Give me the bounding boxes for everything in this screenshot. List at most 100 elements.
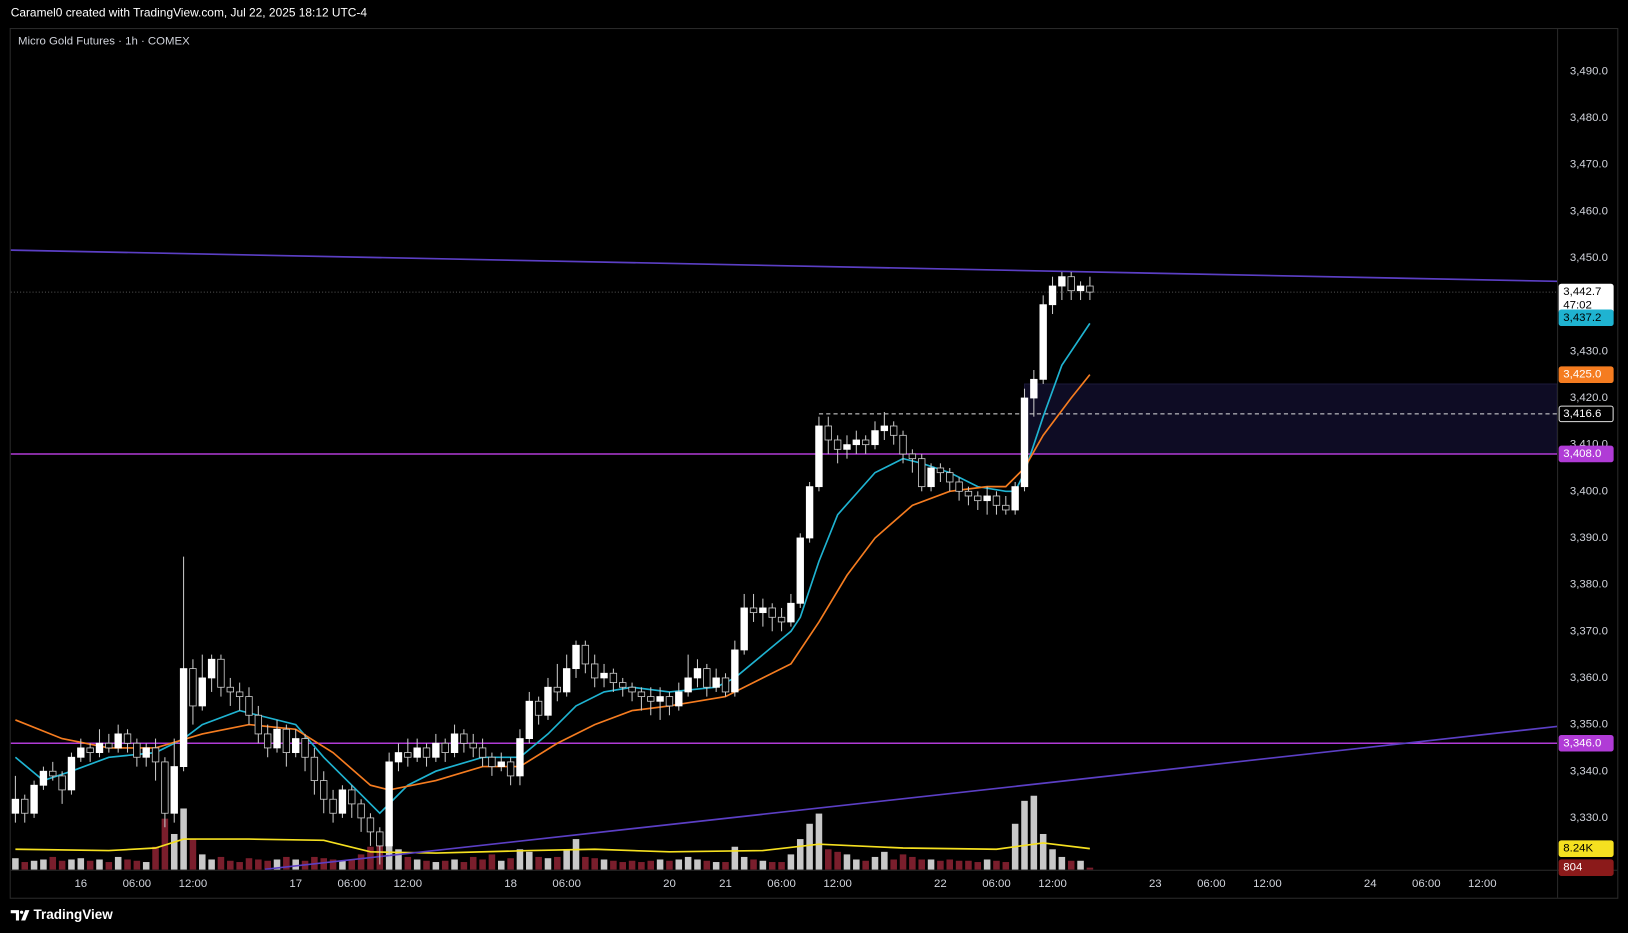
volume-bar [96, 859, 103, 870]
candle-body [21, 798, 29, 814]
logo-slash [21, 910, 30, 921]
volume-bar [740, 856, 748, 870]
plot-area [10, 249, 1558, 870]
volume-bar [572, 839, 580, 870]
volume-bar [722, 862, 729, 870]
candle-body [983, 495, 991, 502]
volume-bar [255, 859, 262, 870]
candle-body [684, 677, 692, 693]
price-tag-label: 3,425.0 [1563, 369, 1601, 381]
brand-name: TradingView [34, 907, 114, 922]
volume-bar [227, 860, 234, 870]
volume-bar [563, 849, 570, 870]
candle-body [245, 696, 253, 716]
volume-bar [675, 859, 683, 870]
candle-body [460, 733, 468, 744]
volume-bar [787, 854, 795, 870]
candle-body [843, 444, 851, 450]
volume-ma-line [15, 838, 1090, 854]
candle-body [534, 700, 543, 716]
y-tick-label: 3,470.0 [1570, 159, 1608, 171]
candle-body [815, 425, 823, 488]
candle-body [777, 616, 786, 623]
candle-body [198, 677, 206, 707]
volume-bar [983, 859, 991, 870]
candle-body [441, 742, 449, 754]
candle-body [516, 738, 524, 777]
candle-body [927, 467, 935, 488]
x-tick-label: 06:00 [552, 878, 581, 890]
y-tick-label: 3,340.0 [1570, 765, 1608, 777]
x-tick-label: 12:00 [823, 878, 852, 890]
volume-bar [1077, 860, 1084, 870]
y-tick-label: 3,350.0 [1570, 719, 1608, 731]
candle-body [591, 663, 599, 679]
candle-body [1020, 397, 1029, 488]
volume-bar [554, 856, 561, 870]
y-tick-label: 3,390.0 [1570, 532, 1608, 544]
logo-mark [10, 910, 20, 921]
candle-body [105, 742, 113, 749]
x-tick-label: 06:00 [982, 878, 1011, 890]
indicator-line [10, 249, 1558, 283]
volume-bar [497, 860, 505, 870]
candle-body [310, 756, 319, 781]
candle-body [1011, 486, 1019, 511]
candle-body [366, 817, 375, 833]
volume-bar [750, 859, 757, 870]
candle-body [890, 425, 898, 436]
volume-bar [535, 856, 542, 870]
x-tick-label: 20 [663, 878, 676, 890]
candle-body [450, 733, 459, 754]
candle-body [693, 668, 702, 679]
candle-body [1030, 378, 1038, 399]
volume-bar [105, 862, 113, 870]
volume-bar [544, 858, 552, 870]
volume-bar [768, 862, 776, 870]
price-tag-label: 3,416.6 [1563, 408, 1601, 420]
candle-body [338, 789, 347, 814]
candle-body [469, 742, 477, 749]
volume-bar [198, 854, 206, 870]
volume-bar [955, 860, 963, 870]
volume-bar [423, 860, 430, 870]
header-text: Caramel0 created with TradingView.com, J… [11, 6, 368, 20]
volume-bar [759, 860, 767, 870]
volume-bar [927, 859, 935, 870]
candle-body [385, 761, 393, 847]
candle-body [796, 537, 804, 604]
candle-body [880, 425, 889, 432]
candle-body [1076, 285, 1085, 292]
candle-body [133, 742, 141, 758]
volume-bar [339, 860, 346, 870]
volume-bar [862, 860, 869, 870]
candle-body [170, 766, 178, 814]
volume-bar [21, 862, 29, 870]
candle-body [562, 668, 571, 693]
volume-bar [1086, 867, 1094, 870]
x-tick-label: 12:00 [394, 878, 423, 890]
chart-frame [9, 28, 1619, 899]
price-tag-label: 3,437.2 [1563, 312, 1601, 324]
volume-bar [357, 854, 365, 870]
x-tick-label: 21 [719, 878, 732, 890]
volume-bar [170, 833, 178, 870]
candle-body [58, 775, 66, 791]
volume-bar [834, 851, 841, 870]
candle-body [151, 747, 160, 763]
candle-body [30, 784, 38, 814]
volume-bar [404, 856, 412, 870]
volume-bar [684, 856, 692, 870]
candle-body [123, 733, 132, 744]
candle-body [637, 691, 646, 698]
candle-body [49, 770, 57, 777]
volume-bar [142, 862, 150, 870]
candle-body [918, 458, 926, 488]
candle-body [609, 672, 618, 684]
candle-body [899, 434, 907, 455]
candle-body [301, 738, 309, 758]
volume-bar [591, 858, 598, 870]
candle-body [179, 668, 188, 767]
volume-bar [114, 856, 122, 870]
